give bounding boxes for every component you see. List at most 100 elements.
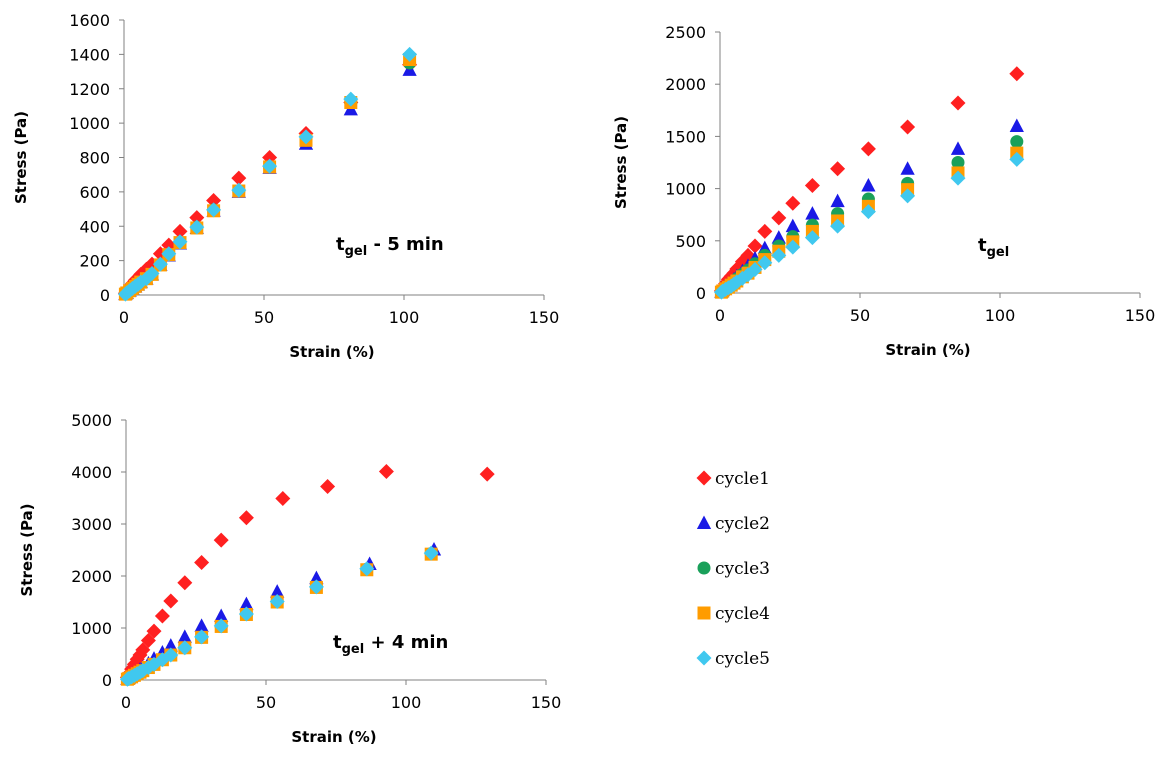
data-point-cycle2 [177, 629, 192, 643]
y-axis-label: Stress (Pa) [18, 503, 36, 596]
data-point-cycle5 [757, 255, 773, 271]
data-point-cycle5 [161, 246, 177, 262]
data-point-cycle2 [309, 570, 324, 585]
y-tick-label: 1500 [665, 127, 706, 146]
data-point-cycle5 [144, 266, 160, 282]
legend-item-cycle2: cycle2 [696, 514, 770, 534]
x-tick-label: 50 [256, 693, 276, 712]
data-point-cycle2 [239, 596, 254, 611]
y-tick-label: 0 [696, 284, 706, 303]
y-tick-label: 2000 [665, 75, 706, 94]
legend-item-cycle4: cycle4 [697, 604, 770, 624]
data-point-cycle2 [861, 177, 876, 192]
data-point-cycle1 [206, 192, 222, 208]
data-point-cycle1 [194, 554, 210, 570]
annotation-suffix: - 5 min [367, 234, 444, 255]
y-tick-label: 1000 [69, 114, 110, 133]
chart-panel-3: 0 1000 2000 3000 4000 5000 0 50 100 150 Strain (%)… [18, 411, 561, 746]
x-tick-label: 150 [531, 693, 562, 712]
data-point-cycle1 [771, 210, 787, 226]
y-tick-label: 200 [79, 252, 110, 271]
legend-item-cycle5: cycle5 [696, 649, 770, 669]
data-point-cycle2 [194, 618, 209, 632]
data-point-cycle1 [320, 479, 336, 495]
y-tick-label: 3000 [71, 515, 112, 534]
panel-annotation: tgel - 5 min [336, 234, 444, 259]
legend-label: cycle3 [715, 559, 770, 579]
annotation-main: t [978, 235, 987, 256]
legend-marker-cycle3 [697, 561, 711, 575]
data-point-cycle2 [163, 638, 178, 652]
data-point-cycle3 [1010, 135, 1024, 149]
x-tick-label: 0 [121, 693, 131, 712]
data-point-cycle5 [189, 219, 205, 235]
y-tick-label: 5000 [71, 411, 112, 430]
x-axis-label: Strain (%) [885, 341, 970, 359]
data-point-cycle1 [238, 510, 254, 526]
data-point-cycle5 [402, 46, 418, 62]
data-point-cycle2 [830, 193, 845, 208]
legend-label: cycle1 [715, 469, 770, 489]
data-point-cycle5 [830, 218, 846, 234]
annotation-main: t [333, 632, 342, 653]
x-tick-label: 50 [850, 306, 870, 325]
legend-marker-cycle5 [696, 650, 712, 666]
data-point-cycle2 [785, 218, 800, 233]
data-point-cycle5 [860, 204, 876, 220]
panel-annotation: tgel + 4 min [333, 632, 448, 657]
annotation-subscript: gel [987, 245, 1010, 260]
y-tick-label: 400 [79, 217, 110, 236]
y-tick-label: 1000 [665, 180, 706, 199]
annotation-suffix: + 4 min [364, 632, 448, 653]
data-point-cycle5 [231, 182, 247, 198]
legend-label: cycle5 [715, 649, 770, 669]
y-tick-label: 1000 [71, 619, 112, 638]
data-point-cycle5 [1009, 151, 1025, 167]
data-point-cycle5 [194, 629, 210, 645]
series-cycle5 [713, 151, 1025, 300]
y-tick-label: 4000 [71, 463, 112, 482]
data-point-cycle5 [747, 262, 763, 278]
y-tick-label: 2000 [71, 567, 112, 586]
data-point-cycle1 [275, 491, 291, 507]
data-point-cycle1 [830, 161, 846, 177]
annotation-subscript: gel [345, 244, 368, 259]
data-point-cycle1 [747, 238, 763, 254]
data-point-cycle5 [213, 618, 229, 634]
series-cycle5 [117, 46, 418, 302]
annotation-subscript: gel [342, 642, 365, 657]
series-cycle5 [119, 545, 439, 687]
data-point-cycle5 [298, 129, 314, 145]
x-tick-label: 50 [254, 308, 274, 327]
x-tick-label: 0 [119, 308, 129, 327]
legend-marker-cycle4 [697, 606, 711, 620]
data-point-cycle1 [950, 95, 966, 111]
data-point-cycle5 [262, 158, 278, 174]
data-point-cycle2 [214, 608, 229, 623]
data-point-cycle5 [152, 256, 168, 272]
data-point-cycle1 [154, 608, 170, 624]
data-point-cycle1 [177, 575, 193, 591]
data-point-cycle1 [189, 210, 205, 226]
y-tick-label: 1400 [69, 45, 110, 64]
legend-item-cycle1: cycle1 [696, 469, 770, 489]
data-point-cycle5 [308, 579, 324, 595]
legend: cycle1 cycle2 cycle3 cycle4 cycle5 [696, 469, 770, 669]
data-point-cycle1 [785, 195, 801, 211]
data-point-cycle1 [757, 223, 773, 239]
x-tick-label: 150 [1125, 306, 1156, 325]
data-point-cycle1 [1009, 66, 1025, 82]
y-tick-label: 1200 [69, 80, 110, 99]
data-point-cycle5 [177, 640, 193, 656]
data-point-cycle1 [378, 463, 394, 479]
data-point-cycle1 [804, 177, 820, 193]
panel-annotation: tgel [978, 235, 1009, 260]
legend-item-cycle3: cycle3 [697, 559, 770, 579]
data-point-cycle3 [951, 156, 965, 169]
data-point-cycle5 [343, 91, 359, 107]
data-point-cycle1 [479, 466, 495, 482]
data-point-cycle1 [860, 141, 876, 157]
data-point-cycle1 [900, 119, 916, 135]
data-point-cycle5 [423, 545, 439, 561]
data-point-cycle5 [785, 239, 801, 255]
